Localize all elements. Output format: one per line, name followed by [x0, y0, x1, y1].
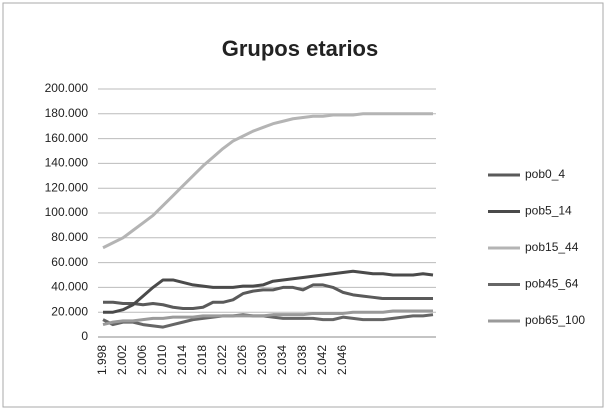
y-tick-label: 200.000: [45, 81, 89, 95]
x-tick-label: 2.030: [255, 345, 269, 375]
y-tick-label: 120.000: [45, 180, 89, 194]
chart-border: [2, 2, 604, 408]
x-tick-label: 2.046: [335, 345, 349, 375]
y-tick-label: 20.000: [51, 304, 88, 318]
x-tick-label: 2.042: [315, 345, 329, 375]
legend-label: pob45_64: [525, 277, 579, 291]
series-line: [102, 112, 433, 250]
x-tick-label: 2.022: [215, 345, 229, 375]
y-tick-label: 180.000: [45, 106, 89, 120]
series-line: [103, 269, 434, 314]
y-tick-label: 60.000: [51, 255, 88, 269]
legend-label: pob65_100: [525, 313, 585, 327]
x-tick-label: 2.038: [295, 345, 309, 375]
y-tick-label: 0: [81, 329, 88, 343]
x-tick-label: 2.002: [115, 345, 129, 375]
x-tick-label: 2.034: [275, 345, 289, 375]
chart-title: Grupos etarios: [222, 36, 378, 61]
series-line: [103, 283, 433, 310]
x-tick-label: 2.026: [235, 345, 249, 375]
x-tick-label: 1.998: [95, 345, 109, 375]
y-tick-label: 100.000: [45, 205, 89, 219]
y-tick-label: 140.000: [45, 156, 89, 170]
legend-label: pob5_14: [525, 204, 572, 218]
x-tick-label: 2.006: [135, 345, 149, 375]
legend-label: pob15_44: [525, 240, 579, 254]
x-tick-label: 2.014: [175, 345, 189, 375]
y-tick-label: 80.000: [51, 230, 88, 244]
legend-label: pob0_4: [525, 167, 565, 181]
x-tick-label: 2.010: [155, 345, 169, 375]
x-tick-label: 2.018: [195, 345, 209, 375]
y-tick-label: 40.000: [51, 280, 88, 294]
series-line: [102, 309, 433, 327]
y-tick-label: 160.000: [45, 131, 89, 145]
